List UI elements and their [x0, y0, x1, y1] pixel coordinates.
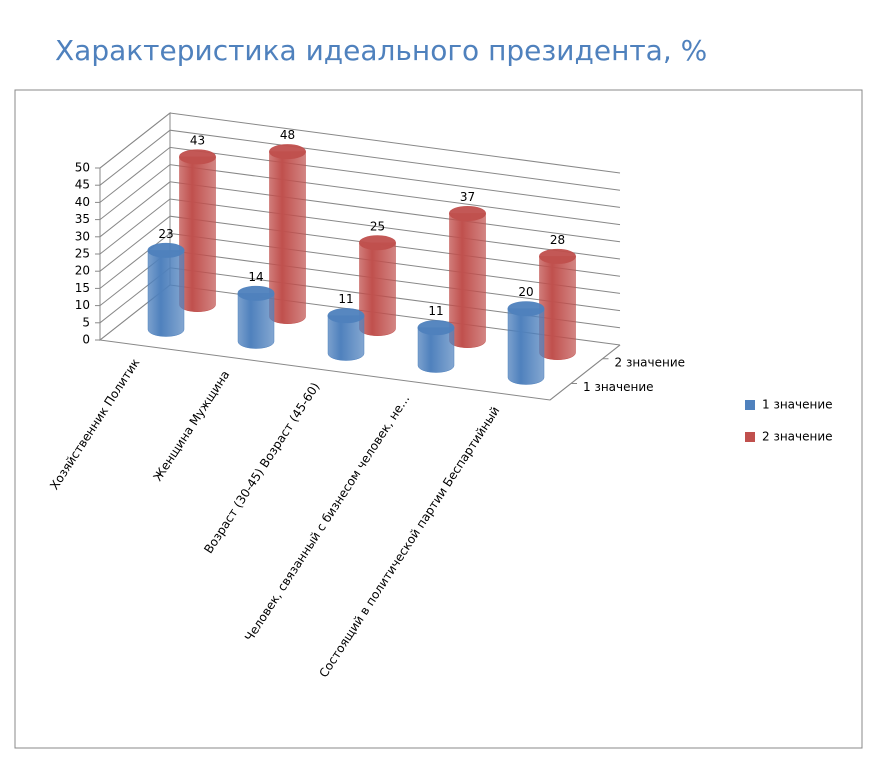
data-label: 14 — [248, 270, 263, 284]
cylinder — [147, 250, 185, 337]
y-tick-label: 0 — [82, 333, 90, 347]
cylinder — [359, 242, 396, 336]
grid-line — [99, 164, 621, 226]
y-tick-label: 25 — [75, 247, 90, 261]
y-tick-label: 45 — [75, 178, 90, 192]
cylinder — [417, 327, 455, 373]
legend-swatch — [745, 432, 755, 442]
y-tick-label: 50 — [75, 161, 90, 175]
data-label: 23 — [158, 227, 173, 241]
data-label: 20 — [518, 285, 533, 299]
data-label: 43 — [190, 133, 205, 147]
cylinder — [179, 156, 216, 312]
cylinder-top — [179, 149, 216, 165]
cylinder — [269, 151, 306, 324]
data-label: 11 — [428, 304, 443, 318]
grid-line — [99, 129, 621, 191]
cylinder-top — [147, 242, 185, 258]
depth-label: 2 значение — [615, 355, 686, 369]
cylinder-top — [417, 320, 455, 336]
cylinder-top — [449, 205, 486, 221]
cylinder — [449, 213, 486, 348]
cylinder-top — [269, 144, 306, 160]
y-tick-label: 5 — [82, 315, 90, 329]
legend-label: 2 значение — [762, 430, 833, 444]
grid-line — [99, 112, 621, 174]
legend-swatch — [745, 400, 755, 410]
cylinder — [507, 308, 545, 385]
depth-axis — [549, 344, 621, 401]
cylinder-top — [327, 308, 365, 324]
cylinder-top — [237, 285, 275, 301]
depth-label: 1 значение — [583, 380, 654, 394]
y-tick-label: 20 — [75, 264, 90, 278]
y-tick-label: 10 — [75, 298, 90, 312]
cylinder-top — [359, 235, 396, 251]
legend-label: 1 значение — [762, 398, 833, 412]
y-tick-label: 40 — [75, 195, 90, 209]
grid-line — [99, 146, 621, 208]
cylinder-top — [539, 248, 576, 264]
y-tick-label: 35 — [75, 212, 90, 226]
chart-frame — [14, 89, 863, 749]
chart-title: Характеристика идеального президента, % — [55, 34, 707, 67]
data-label: 48 — [280, 128, 295, 142]
cylinder — [237, 293, 275, 349]
y-tick-label: 30 — [75, 229, 90, 243]
data-label: 28 — [550, 233, 565, 247]
cylinder-top — [507, 301, 545, 317]
cylinder — [327, 315, 365, 361]
data-label: 37 — [460, 190, 475, 204]
cylinder — [539, 256, 576, 360]
data-label: 25 — [370, 219, 385, 233]
data-label: 11 — [338, 292, 353, 306]
y-tick-label: 15 — [75, 281, 90, 295]
